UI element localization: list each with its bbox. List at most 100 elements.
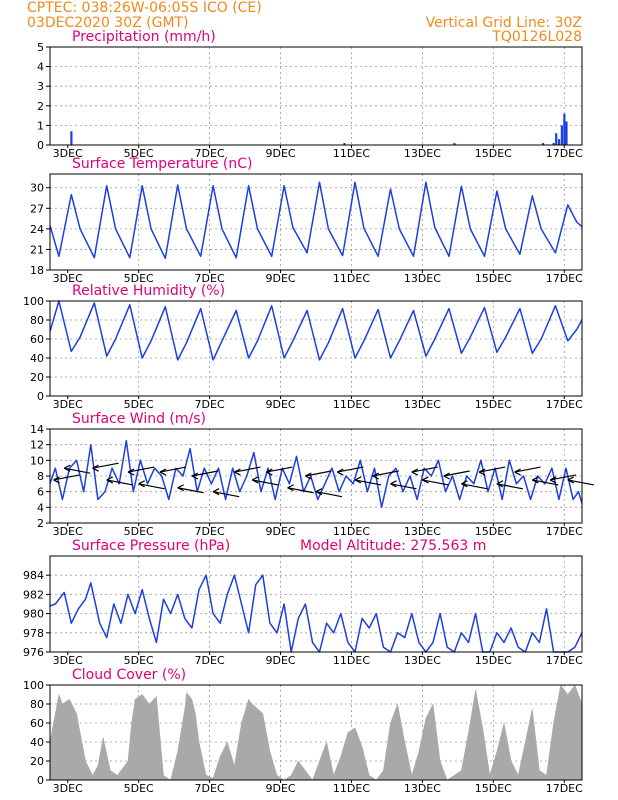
y-tick-label: 4 — [37, 501, 44, 514]
y-tick-label: 980 — [23, 608, 44, 621]
wind-arrow — [177, 487, 204, 494]
wind-arrow — [213, 491, 240, 498]
wind-arrow — [443, 470, 470, 477]
precip-bar — [555, 133, 558, 145]
wind-arrow — [252, 479, 279, 486]
x-tick-label: 7DEC — [195, 272, 225, 285]
wind-arrow — [532, 479, 559, 486]
x-tick-label: 13DEC — [404, 272, 441, 285]
wind-arrow-head — [191, 472, 199, 480]
y-tick-label: 24 — [30, 223, 44, 236]
precip-bar — [343, 143, 346, 145]
wind-arrow — [354, 479, 382, 486]
x-tick-label: 5DEC — [124, 147, 154, 160]
precip-bar — [560, 125, 563, 145]
wind-arrow-head — [532, 476, 539, 484]
y-tick-label: 80 — [30, 698, 44, 711]
x-tick-label: 5DEC — [124, 272, 154, 285]
header-date: 03DEC2020 30Z (GMT) — [27, 15, 189, 31]
y-tick-label: 2 — [37, 100, 44, 113]
panel-title: Cloud Cover (%) — [72, 667, 186, 683]
x-tick-label: 9DEC — [265, 272, 295, 285]
precip-bar — [565, 121, 568, 145]
wind-arrow-head — [177, 484, 184, 492]
x-tick-label: 17DEC — [546, 272, 583, 285]
cloud-area — [49, 684, 583, 781]
y-tick-label: 3 — [37, 80, 44, 93]
y-tick-label: 40 — [30, 736, 44, 749]
y-tick-label: 20 — [30, 371, 44, 384]
x-tick-label: 7DEC — [195, 525, 225, 538]
wind-arrow-head — [315, 488, 323, 496]
x-tick-label: 9DEC — [265, 525, 295, 538]
wind-arrow — [514, 466, 541, 473]
series-line — [49, 574, 583, 653]
y-tick-label: 14 — [30, 423, 44, 436]
panel-title: Relative Humidity (%) — [72, 283, 225, 299]
wind-arrow — [390, 483, 417, 490]
wind-arrow — [92, 462, 119, 469]
x-tick-label: 11DEC — [333, 147, 370, 160]
x-tick-label: 5DEC — [124, 525, 154, 538]
x-tick-label: 17DEC — [546, 654, 583, 667]
x-tick-label: 7DEC — [195, 398, 225, 411]
wind-arrow-head — [390, 480, 397, 488]
y-tick-label: 12 — [30, 439, 44, 452]
wind-arrow-head — [234, 468, 241, 476]
plot-frame — [49, 684, 583, 781]
wind-arrow — [496, 483, 523, 490]
wind-arrow-head — [251, 476, 259, 484]
wind-arrow-head — [354, 476, 362, 484]
y-tick-label: 984 — [23, 569, 44, 582]
wind-arrow — [234, 466, 261, 473]
header-location: CPTEC: 038:26W-06:05S ICO (CE) — [27, 0, 262, 16]
y-tick-label: 30 — [30, 182, 44, 195]
wind-arrow — [159, 466, 187, 473]
plot-frame — [49, 428, 583, 524]
wind-arrow-head — [159, 468, 167, 476]
precip-bar — [541, 143, 545, 145]
y-tick-label: 100 — [23, 295, 44, 308]
wind-chart: Surface Wind (m/s) 2 4 6 8 10 12 14 3DEC 5DEC 7DEC… — [30, 411, 594, 538]
x-tick-label: 3DEC — [53, 654, 83, 667]
wind-arrow — [315, 491, 343, 498]
wind-arrow — [337, 466, 364, 473]
wind-arrow-head — [287, 484, 294, 492]
x-tick-label: 13DEC — [404, 398, 441, 411]
x-tick-label: 9DEC — [265, 398, 295, 411]
wind-arrow-head — [372, 472, 380, 480]
x-tick-label: 3DEC — [53, 782, 83, 795]
series-line — [49, 300, 583, 361]
wind-arrow — [127, 466, 155, 473]
y-tick-label: 8 — [37, 470, 44, 483]
x-tick-label: 3DEC — [53, 525, 83, 538]
x-tick-label: 17DEC — [546, 782, 583, 795]
header-vertical-grid: Vertical Grid Line: 30Z — [426, 15, 582, 31]
wind-arrow — [191, 470, 218, 477]
y-tick-label: 21 — [30, 243, 44, 256]
x-tick-label: 15DEC — [475, 782, 512, 795]
wind-arrow-head — [496, 480, 504, 488]
x-tick-label: 15DEC — [475, 272, 512, 285]
wind-arrow-head — [443, 472, 450, 480]
wind-arrow — [372, 470, 399, 477]
x-tick-label: 7DEC — [195, 147, 225, 160]
x-tick-label: 13DEC — [404, 782, 441, 795]
y-tick-label: 976 — [23, 646, 44, 659]
y-tick-label: 1 — [37, 119, 44, 132]
y-tick-label: 2 — [37, 517, 44, 530]
x-tick-label: 7DEC — [195, 654, 225, 667]
y-tick-label: 0 — [37, 390, 44, 403]
x-tick-label: 11DEC — [333, 782, 370, 795]
precipitation-chart: Precipitation (mm/h) 0 1 2 3 4 5 3DEC 5DEC 7DEC 9D… — [37, 29, 583, 160]
y-tick-label: 10 — [30, 454, 44, 467]
panel-title: Precipitation (mm/h) — [72, 29, 216, 45]
y-tick-label: 0 — [37, 774, 44, 787]
x-tick-label: 17DEC — [546, 525, 583, 538]
panel-title: Surface Pressure (hPa) — [72, 538, 230, 554]
wind-arrow — [305, 470, 332, 477]
y-tick-label: 20 — [30, 755, 44, 768]
y-tick-label: 0 — [37, 139, 44, 152]
header-code: TQ0126L028 — [491, 29, 582, 45]
